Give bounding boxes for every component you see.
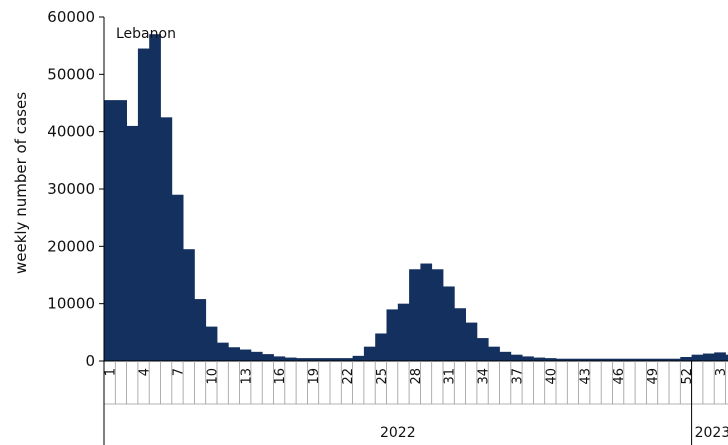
bar xyxy=(205,326,218,361)
bar xyxy=(126,125,139,362)
bars-group xyxy=(104,34,728,362)
bar xyxy=(544,358,557,361)
year-labels: 2022 2023 xyxy=(103,361,728,445)
bar xyxy=(409,269,421,361)
bar xyxy=(510,354,523,361)
bar xyxy=(680,356,692,361)
bar xyxy=(115,100,127,361)
bar xyxy=(160,117,173,361)
bar xyxy=(341,358,353,361)
bar xyxy=(714,352,726,361)
y-tick-label: 50000 xyxy=(47,65,95,83)
bar xyxy=(454,308,466,361)
bar xyxy=(284,357,297,361)
bar xyxy=(217,342,229,361)
bar xyxy=(375,333,387,361)
bar xyxy=(702,353,715,361)
bar xyxy=(307,358,320,361)
bar xyxy=(646,358,659,361)
bar xyxy=(499,351,512,361)
bar xyxy=(476,338,489,361)
bar xyxy=(612,358,625,361)
bar xyxy=(239,349,252,361)
bar xyxy=(250,351,263,361)
bar xyxy=(431,269,444,361)
bar xyxy=(635,358,647,361)
x-tick-label: 13 xyxy=(239,368,254,385)
x-tick-label: 31 xyxy=(443,368,458,385)
bar xyxy=(171,194,184,361)
year-label: 2023 xyxy=(695,425,728,441)
bar xyxy=(465,322,478,361)
bar xyxy=(623,358,636,361)
x-tick-label: 52 xyxy=(680,368,695,385)
y-tick-label: 60000 xyxy=(47,8,95,26)
x-tick-label: 16 xyxy=(273,368,288,385)
x-tick-label: 4 xyxy=(138,368,153,376)
bar xyxy=(556,358,568,361)
bar xyxy=(578,358,591,361)
y-axis: 0 10000 20000 30000 40000 50000 60000 xyxy=(47,8,105,370)
y-tick-label: 30000 xyxy=(47,180,95,198)
bar xyxy=(318,358,331,361)
x-tick-label: 25 xyxy=(375,368,390,385)
bar xyxy=(567,358,579,361)
bar xyxy=(397,303,410,361)
bar xyxy=(443,286,455,361)
bar xyxy=(183,249,195,361)
x-tick-label: 40 xyxy=(544,368,559,385)
year-label: 2022 xyxy=(380,425,416,441)
x-tick-label: 43 xyxy=(578,368,593,385)
bar xyxy=(149,34,161,361)
y-tick-label: 0 xyxy=(85,352,95,370)
x-tick-label: 19 xyxy=(307,368,322,385)
x-tick-label: 22 xyxy=(341,368,356,385)
bar xyxy=(488,346,500,361)
bar xyxy=(273,356,286,361)
bar xyxy=(533,357,546,361)
y-tick-label: 40000 xyxy=(47,123,95,141)
bar xyxy=(589,358,602,361)
x-tick-label: 34 xyxy=(477,368,492,385)
x-axis: 1 4 7 10 13 16 19 22 25 28 31 34 37 40 43 46 49 52 3 xyxy=(103,360,728,405)
x-tick-label: 49 xyxy=(646,368,661,385)
bar xyxy=(601,358,613,361)
bar xyxy=(725,354,728,361)
bar xyxy=(228,347,240,361)
bar xyxy=(691,354,704,361)
bar xyxy=(296,358,308,361)
bar xyxy=(104,100,116,361)
chart-annotation: Lebanon xyxy=(116,26,176,42)
bar xyxy=(420,263,433,361)
x-tick-label: 3 xyxy=(714,368,728,376)
bar xyxy=(522,356,534,361)
x-tick-label: 1 xyxy=(104,368,119,376)
y-axis-label: weekly number of cases xyxy=(12,92,30,274)
bar xyxy=(669,358,681,361)
bar xyxy=(330,358,342,361)
bar xyxy=(262,354,274,361)
x-tick-label: 37 xyxy=(511,368,526,385)
bar xyxy=(386,309,399,361)
bar xyxy=(363,346,376,361)
bar xyxy=(657,358,670,361)
x-tick-label: 10 xyxy=(205,368,220,385)
bar xyxy=(137,48,150,361)
x-tick-label: 46 xyxy=(612,368,627,385)
bar xyxy=(352,355,365,361)
x-tick-label: 7 xyxy=(172,368,187,376)
y-tick-label: 20000 xyxy=(47,237,95,255)
y-tick-label: 10000 xyxy=(47,295,95,313)
bar xyxy=(194,299,207,361)
x-tick-label: 28 xyxy=(409,368,424,385)
